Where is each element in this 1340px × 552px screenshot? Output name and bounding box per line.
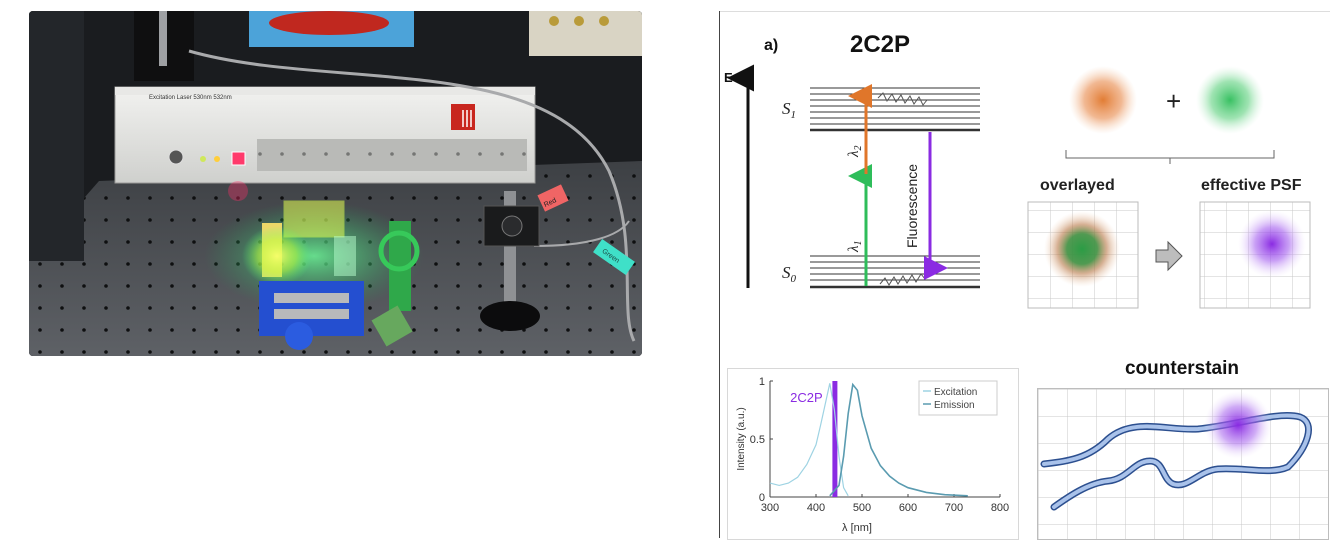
energy-axis-label: E [724,70,733,85]
counterstain-violet-blob [1204,391,1272,459]
x-tick-label: 800 [991,502,1009,514]
legend-entry: Excitation [934,387,977,398]
orange-psf-blob [1069,66,1137,134]
lab-setup-illustration: Excitation Laser 530nm 532nm [29,11,642,356]
panel-divider [719,11,720,538]
laser-label: Excitation Laser 530nm 532nm [149,95,232,101]
lambda2-label: λ2 [846,146,864,159]
y-axis-label: Intensity (a.u.) [736,407,747,470]
marker-annotation: 2C2P [790,390,823,405]
effective-psf-grid-box [1199,201,1311,309]
fluorescence-label: Fluorescence [904,164,920,248]
x-tick-label: 400 [807,502,825,514]
relaxation-squiggle-upper [877,92,928,106]
tag-red: Red [543,197,558,209]
spectrum-chart: 300 400 500 600 700 800 0 0.5 1 λ [nm] Intensity (… [736,376,1009,534]
series-line-excitation [769,383,849,497]
y-tick-label: 0.5 [750,434,765,446]
combine-brace [1065,150,1275,164]
s1-levels [810,87,980,132]
counterstain-illustration [1038,389,1328,539]
overlayed-label: overlayed [1040,177,1115,194]
x-tick-label: 700 [945,502,963,514]
s0-levels [810,255,980,289]
counterstain-title-wrap: counterstain [1037,358,1327,380]
y-tick-label: 1 [759,376,765,388]
panel-letter: a) [764,37,778,54]
energy-diagram-figure: a) 2C2P E S1 S0 λ1 λ2 Fluorescence + ove… [724,31,1311,309]
overlay-grid-box [1027,201,1139,309]
excitation-marker-band [832,381,838,497]
series-line-emission [829,382,968,497]
counterstain-title: counterstain [1124,358,1240,379]
spectrum-chart-panel: 300 400 500 600 700 800 0 0.5 1 λ [nm] Intensity (… [727,368,1019,540]
fiber-curve [1040,412,1312,511]
figure-title: 2C2P [850,31,910,58]
x-tick-label: 600 [899,502,917,514]
effective-psf-label: effective PSF [1201,177,1302,194]
relaxation-squiggle-lower [879,273,926,286]
transform-arrow-icon [1155,240,1183,272]
green-psf-blob [1196,66,1264,134]
legend-box [918,380,998,416]
x-tick-label: 500 [853,502,871,514]
figure-top-border [720,11,1330,12]
counterstain-panel [1037,388,1329,540]
x-tick-label: 300 [761,502,779,514]
plus-sign: + [1166,86,1181,116]
legend-entry: Emission [934,400,975,411]
x-axis-label: λ [nm] [842,522,872,534]
s0-label: S0 [782,263,797,285]
lab-setup-photo: Excitation Laser 530nm 532nm [29,11,642,356]
lambda1-label: λ1 [846,241,864,254]
y-tick-label: 0 [759,492,765,504]
s1-label: S1 [782,99,796,121]
